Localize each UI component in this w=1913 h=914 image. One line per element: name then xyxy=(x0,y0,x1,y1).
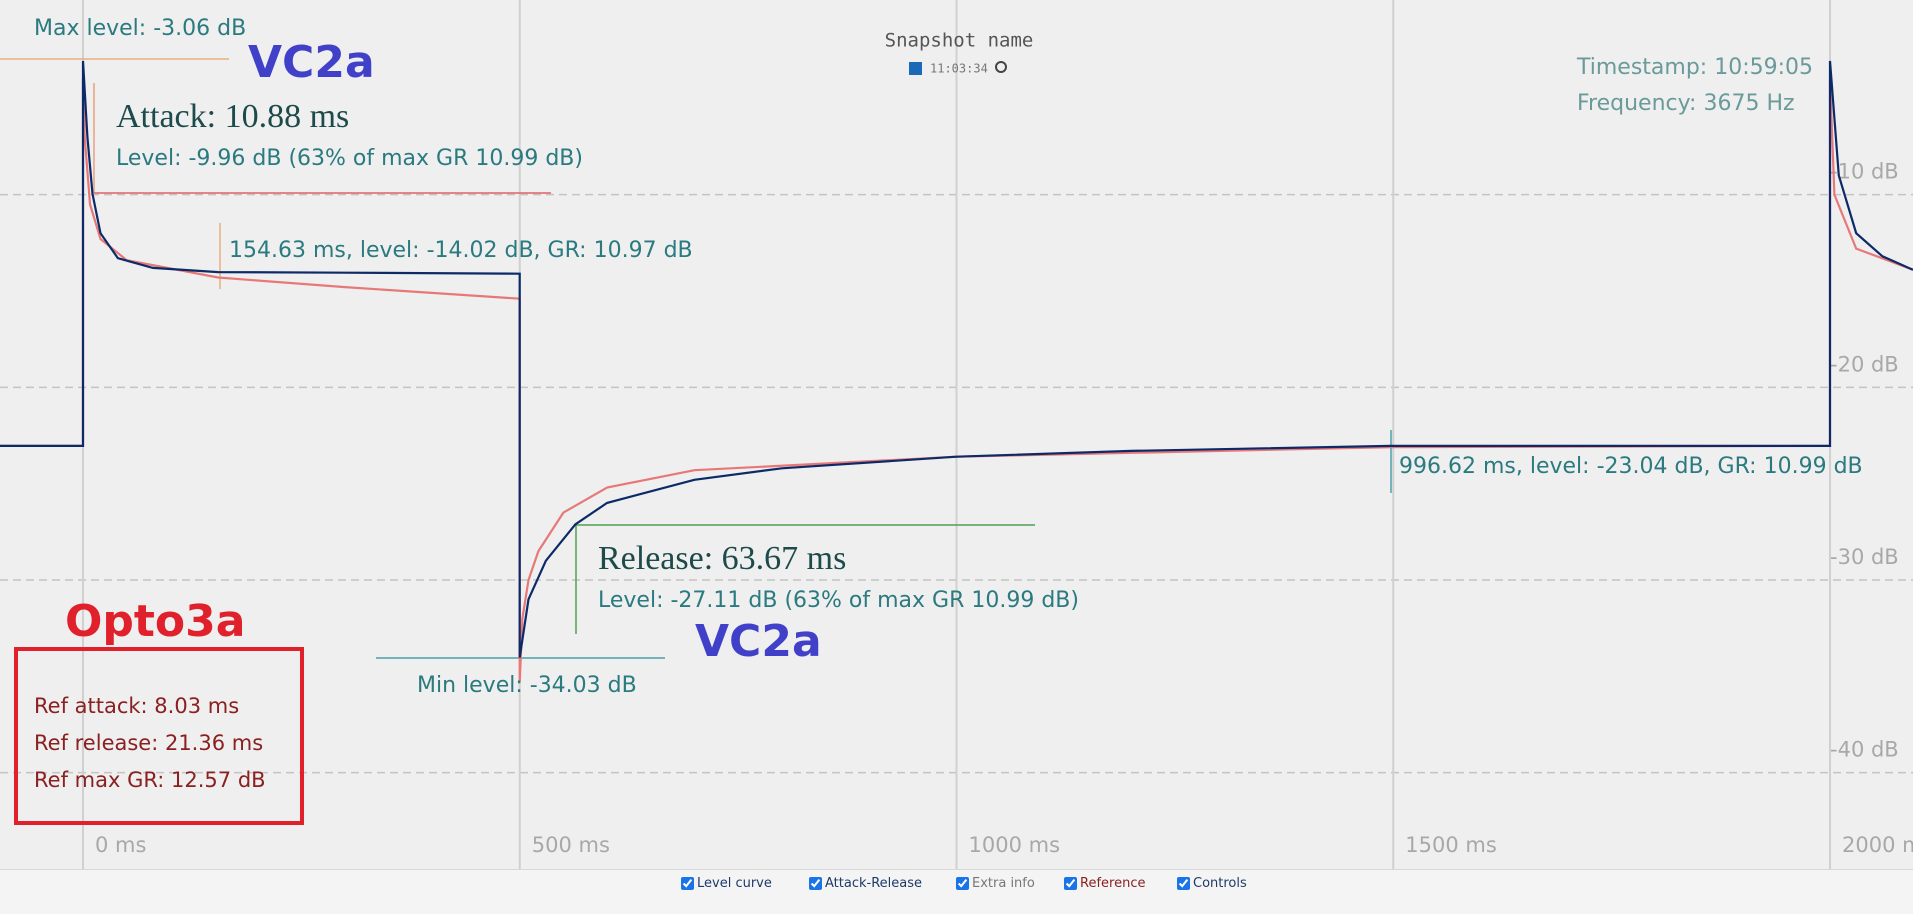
reference-box xyxy=(14,647,304,825)
control-label: Reference xyxy=(1080,876,1146,891)
control-label: Attack-Release xyxy=(825,876,922,891)
checkbox[interactable] xyxy=(956,877,969,890)
checkbox[interactable] xyxy=(1064,877,1077,890)
search-icon xyxy=(995,61,1007,73)
x-tick-label: 2000 ms xyxy=(1842,833,1913,857)
snapshot-name: Snapshot name xyxy=(885,30,1034,52)
y-tick-label: -20 dB xyxy=(1830,352,1899,376)
x-tick-label: 1500 ms xyxy=(1405,833,1497,857)
annotation: Attack: 10.88 ms xyxy=(116,98,349,135)
annotation: Max level: -3.06 dB xyxy=(34,16,246,41)
annotation: Ref attack: 8.03 ms xyxy=(34,694,239,718)
y-tick-label: -30 dB xyxy=(1830,545,1899,569)
annotation: Min level: -34.03 dB xyxy=(417,673,637,698)
y-tick-label: -40 dB xyxy=(1830,738,1899,762)
annotation: Release: 63.67 ms xyxy=(598,540,846,577)
snapshot-time: 11:03:34 xyxy=(930,62,988,76)
control-label: Level curve xyxy=(697,876,772,891)
checkbox[interactable] xyxy=(1177,877,1190,890)
annotation: Ref release: 21.36 ms xyxy=(34,731,263,755)
annotation: VC2a xyxy=(248,37,375,88)
control-label: Controls xyxy=(1193,876,1247,891)
annotation: Opto3a xyxy=(65,596,245,647)
annotation: VC2a xyxy=(695,616,822,667)
x-tick-label: 500 ms xyxy=(532,833,610,857)
control-toggle[interactable]: Controls xyxy=(1177,876,1247,891)
annotation: 996.62 ms, level: -23.04 dB, GR: 10.99 d… xyxy=(1399,454,1863,479)
series-line xyxy=(0,60,1913,658)
control-toggle[interactable]: Level curve xyxy=(681,876,772,891)
annotation: Ref max GR: 12.57 dB xyxy=(34,768,266,792)
control-toggle[interactable]: Reference xyxy=(1064,876,1145,891)
annotation: Level: -27.11 dB (63% of max GR 10.99 dB… xyxy=(598,588,1079,613)
annotation: 154.63 ms, level: -14.02 dB, GR: 10.97 d… xyxy=(229,238,693,263)
control-label: Extra info xyxy=(972,876,1035,891)
control-toggle[interactable]: Attack-Release xyxy=(809,876,922,891)
annotation: Frequency: 3675 Hz xyxy=(1577,91,1795,116)
checkbox[interactable] xyxy=(681,877,694,890)
x-tick-label: 0 ms xyxy=(95,833,146,857)
control-toggle[interactable]: Extra info xyxy=(956,876,1035,891)
annotation: Level: -9.96 dB (63% of max GR 10.99 dB) xyxy=(116,146,583,171)
annotation: Timestamp: 10:59:05 xyxy=(1576,55,1813,80)
controls-bar: Level curve Attack-Release Extra info Refer… xyxy=(0,869,1913,914)
chart: -10 dB -20 dB -30 dB -40 dB 0 ms 500 ms 1000 m… xyxy=(0,0,1913,869)
y-tick-label: -10 dB xyxy=(1830,160,1899,184)
snapshot-icon xyxy=(909,62,922,75)
x-tick-label: 1000 ms xyxy=(969,833,1061,857)
checkbox[interactable] xyxy=(809,877,822,890)
